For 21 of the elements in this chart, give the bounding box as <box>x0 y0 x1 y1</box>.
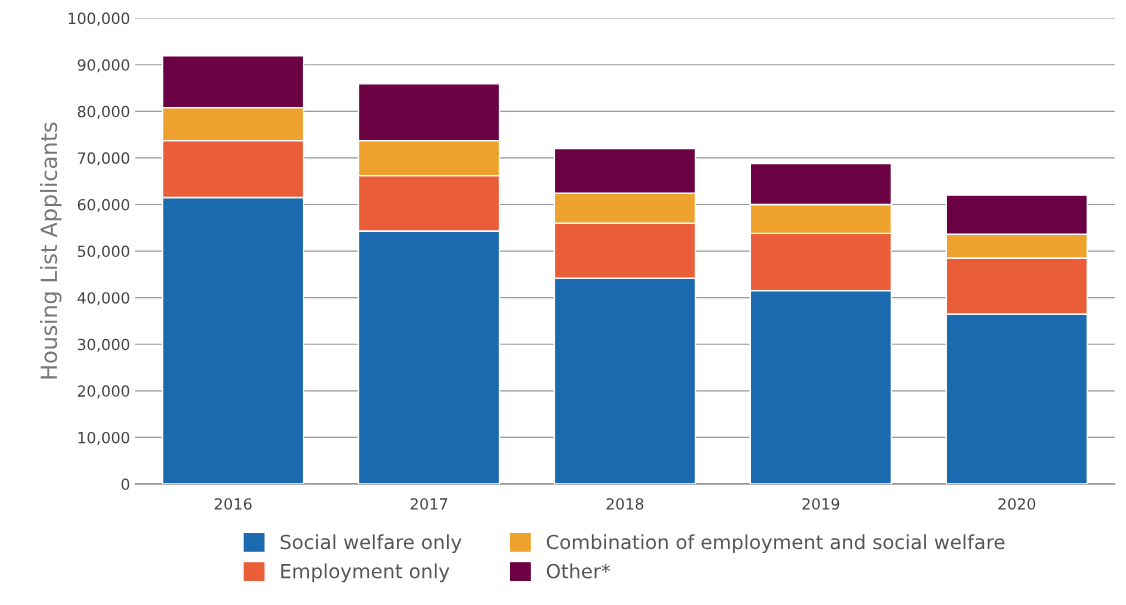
y-tick-label: 90,000 <box>77 59 130 73</box>
y-tick-label: 0 <box>121 478 130 491</box>
x-tick-label: 2017 <box>410 498 448 510</box>
y-tick-label: 40,000 <box>77 292 130 306</box>
x-tick-label: 2016 <box>214 498 252 510</box>
y-tick-label: 80,000 <box>77 105 130 119</box>
y-tick-label: 100,000 <box>68 12 130 26</box>
legend-label: Other* <box>546 563 611 579</box>
y-tick-label: 60,000 <box>77 198 130 213</box>
x-tick-label: 2020 <box>998 498 1036 510</box>
y-tick-label: 50,000 <box>77 245 130 259</box>
y-tick-label: 70,000 <box>78 152 130 166</box>
legend-label: Social welfare only <box>280 534 462 554</box>
x-tick-label: 2019 <box>802 498 840 510</box>
y-tick-label: 10,000 <box>78 431 130 445</box>
x-tick-label: 2018 <box>606 498 644 510</box>
y-tick-label: 20,000 <box>77 385 130 399</box>
y-axis-title: Housing List Applicants <box>40 122 62 379</box>
legend-label: Employment only <box>281 563 450 583</box>
legend-label: Combination of employment and social welfare <box>546 534 1005 554</box>
y-tick-label: 30,000 <box>77 338 130 352</box>
